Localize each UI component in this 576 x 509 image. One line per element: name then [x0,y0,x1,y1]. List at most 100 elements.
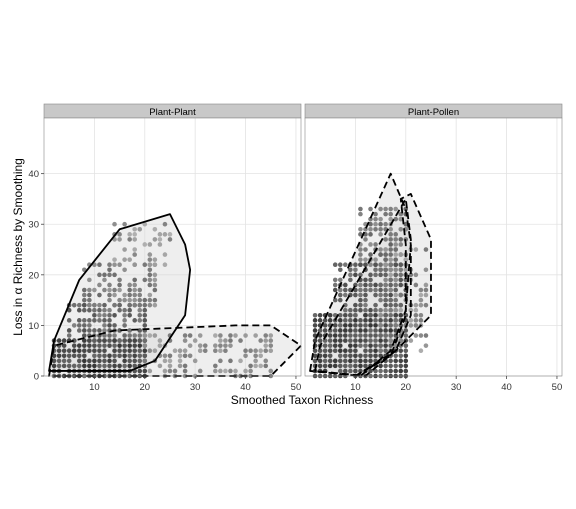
data-point [112,302,117,308]
data-point [122,307,127,313]
data-point [218,368,223,374]
data-point [343,282,348,288]
data-point [233,368,238,374]
data-point [107,363,112,369]
data-point [388,363,393,369]
data-point [337,363,343,369]
data-point [358,363,363,369]
data-point [112,333,117,338]
data-point [418,312,424,318]
data-point [393,368,399,374]
data-point [87,287,92,293]
data-point [137,312,143,318]
data-point [71,363,77,369]
data-point [92,363,97,369]
data-point [132,232,138,237]
data-point [142,221,148,227]
y-tick-label: 40 [28,169,39,180]
data-point [137,343,143,348]
data-point [137,297,143,303]
data-point [162,368,168,374]
data-point [413,272,419,278]
data-point [343,358,348,364]
data-point [137,338,143,343]
data-point [228,368,233,374]
data-point [82,358,87,364]
data-point [152,302,158,308]
data-point [378,221,383,227]
data-point [112,323,117,328]
data-point [127,363,132,369]
y-tick-label: 30 [28,220,39,231]
data-point [388,242,393,247]
data-point [157,343,163,348]
data-point [353,343,358,348]
data-point [378,333,383,338]
data-point [388,257,393,262]
data-point [71,323,77,328]
y-axis-label: Loss in α Richness by Smoothing [11,158,25,336]
data-point [117,297,122,303]
data-point [127,292,132,298]
data-point [383,333,388,338]
data-point [177,353,183,359]
data-point [238,338,243,343]
x-tick-label: 30 [190,382,201,393]
data-point [112,287,117,293]
data-point [147,277,153,283]
data-point [167,368,173,374]
data-point [92,358,97,364]
data-point [147,267,153,273]
data-point [51,353,57,359]
data-point [378,343,383,348]
data-point [107,267,112,273]
data-point [112,363,117,369]
data-point [332,348,338,354]
data-point [197,368,203,374]
data-point [408,338,414,343]
data-point [117,348,122,354]
data-point [112,343,117,348]
data-point [378,353,383,359]
data-point [61,338,67,343]
data-point [332,262,338,268]
data-point [353,292,358,298]
data-point [97,292,102,298]
data-point [337,343,343,348]
data-point [137,333,143,338]
data-point [258,363,263,369]
data-point [142,323,148,328]
data-point [353,323,358,328]
data-point [332,277,338,283]
data-point [317,312,323,318]
data-point [373,328,378,333]
data-point [403,363,409,369]
data-point [147,242,153,247]
data-point [117,282,122,288]
data-point [393,302,399,308]
data-point [192,338,198,343]
data-point [373,307,378,313]
data-point [132,333,138,338]
data-point [413,282,419,288]
data-point [403,368,409,374]
data-point [102,363,107,369]
data-point [378,323,383,328]
data-point [223,343,228,348]
data-point [332,328,338,333]
data-point [368,242,373,247]
data-point [92,307,97,313]
data-point [238,358,243,364]
data-point [393,353,399,359]
data-point [223,368,228,374]
data-point [363,307,368,313]
data-point [337,353,343,359]
data-point [348,277,353,283]
data-point [112,272,117,278]
data-point [388,343,393,348]
data-point [147,348,153,354]
data-point [423,247,429,252]
data-point [102,287,107,293]
data-point [317,358,323,364]
data-point [358,328,363,333]
